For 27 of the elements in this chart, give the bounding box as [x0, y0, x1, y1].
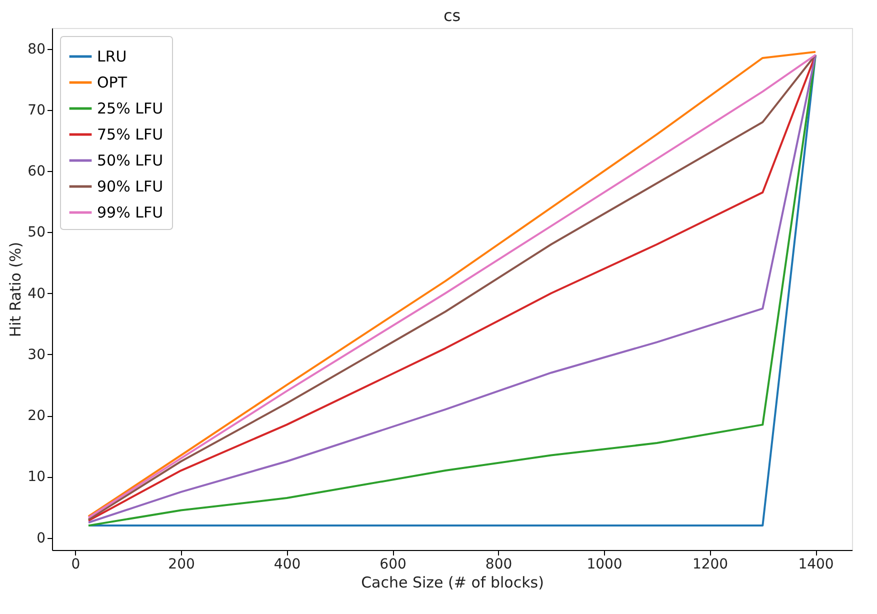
- x-tick-label: 0: [71, 556, 80, 572]
- y-axis-title: Hit Ratio (%): [6, 242, 25, 338]
- x-tick-label: 800: [485, 556, 512, 572]
- chart-title: cs: [443, 6, 461, 25]
- x-tick-label: 200: [168, 556, 195, 572]
- y-tick-label: 70: [28, 102, 46, 118]
- legend-label: 50% LFU: [97, 152, 164, 170]
- x-axis-title: Cache Size (# of blocks): [361, 574, 544, 592]
- legend-label: LRU: [97, 48, 127, 66]
- legend-label: OPT: [97, 74, 128, 92]
- y-tick-label: 30: [28, 346, 46, 363]
- legend-label: 99% LFU: [97, 204, 164, 222]
- legend-label: 90% LFU: [97, 178, 164, 196]
- y-tick-label: 80: [28, 41, 46, 58]
- x-tick-label: 400: [274, 556, 301, 572]
- y-tick-label: 40: [28, 286, 46, 302]
- legend-label: 25% LFU: [97, 100, 164, 118]
- legend-label: 75% LFU: [97, 126, 164, 144]
- x-tick-label: 1200: [692, 556, 728, 572]
- y-tick-label: 50: [28, 224, 46, 241]
- y-tick-label: 20: [28, 408, 46, 424]
- x-tick-label: 1000: [586, 556, 622, 572]
- y-tick-label: 10: [28, 469, 46, 486]
- y-tick-label: 0: [36, 530, 46, 546]
- x-tick-label: 1400: [798, 556, 834, 572]
- y-tick-label: 60: [28, 164, 46, 180]
- x-tick-label: 600: [380, 556, 406, 572]
